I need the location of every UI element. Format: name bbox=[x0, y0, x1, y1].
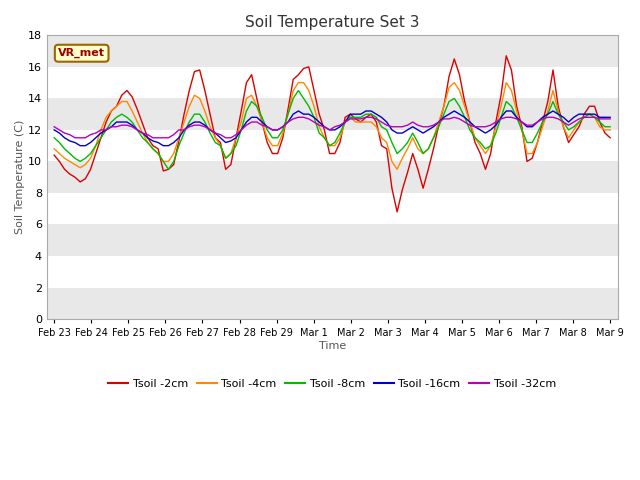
Bar bbox=[47, 36, 618, 67]
Text: VR_met: VR_met bbox=[58, 48, 105, 59]
Bar bbox=[47, 225, 618, 256]
Bar bbox=[47, 288, 618, 319]
Y-axis label: Soil Temperature (C): Soil Temperature (C) bbox=[15, 120, 25, 234]
Legend: Tsoil -2cm, Tsoil -4cm, Tsoil -8cm, Tsoil -16cm, Tsoil -32cm: Tsoil -2cm, Tsoil -4cm, Tsoil -8cm, Tsoi… bbox=[104, 374, 561, 393]
Bar bbox=[47, 161, 618, 193]
X-axis label: Time: Time bbox=[319, 341, 346, 351]
Title: Soil Temperature Set 3: Soil Temperature Set 3 bbox=[245, 15, 419, 30]
Bar bbox=[47, 98, 618, 130]
